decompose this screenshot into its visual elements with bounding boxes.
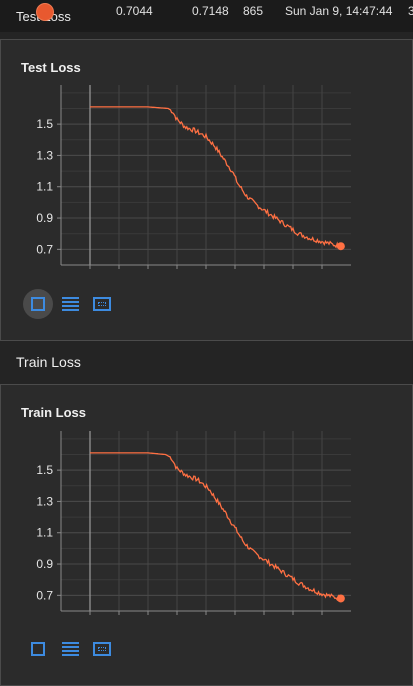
train-loss-chart[interactable]: 0 100 200 300 400 500 600 700 800 0.7 0.9 1.1 1.3 1.5 <box>21 429 361 619</box>
tooltip-series-color-dot <box>36 3 54 21</box>
fullscreen-icon <box>31 297 45 311</box>
x-tick-label: 0 <box>87 618 94 619</box>
series-line <box>90 452 342 602</box>
y-tick-label: 1.5 <box>36 463 53 477</box>
toggle-log-scale-button[interactable] <box>55 634 85 664</box>
fit-domain-icon <box>93 297 111 311</box>
y-tick-label: 1.3 <box>36 148 53 162</box>
x-tick-label: 200 <box>138 618 158 619</box>
y-tick-label: 1.5 <box>36 117 53 131</box>
chart-title: Train Loss <box>21 405 87 420</box>
x-tick-label: 800 <box>312 272 332 273</box>
fit-domain-button[interactable] <box>87 634 117 664</box>
tooltip-value: 0.7148 <box>192 4 229 18</box>
train-loss-plot[interactable]: 0 100 200 300 400 500 600 700 800 0.7 0.9 1.1 1.3 1.5 <box>21 429 361 619</box>
fullscreen-icon <box>31 642 45 656</box>
y-tick-label: 1.3 <box>36 494 53 508</box>
x-tick-label: 100 <box>109 618 129 619</box>
tooltip-relative: 3 <box>408 4 413 18</box>
chart-toolbar <box>23 634 123 664</box>
series-end-point[interactable] <box>336 594 345 603</box>
x-tick-label: 500 <box>225 272 245 273</box>
x-tick-label: 0 <box>87 272 94 273</box>
x-tick-label: 300 <box>167 618 187 619</box>
series-line <box>90 106 342 249</box>
y-tick-label: 0.7 <box>36 242 53 256</box>
x-tick-label: 400 <box>196 272 216 273</box>
section-label-train-loss: Train Loss <box>16 354 81 370</box>
x-tick-label: 600 <box>254 618 274 619</box>
x-tick-label: 100 <box>109 272 129 273</box>
fullscreen-button[interactable] <box>23 634 53 664</box>
train-loss-card: Train Loss 01002003004005006007008000.70… <box>0 384 413 686</box>
y-tick-label: 0.9 <box>36 557 53 571</box>
test-loss-card: Test Loss 0 100 200 300 400 500 600 700 800 0.7 0.… <box>0 39 413 341</box>
x-tick-label: 200 <box>138 272 158 273</box>
y-tick-label: 1.1 <box>36 526 53 540</box>
tooltip-step: 865 <box>243 4 264 18</box>
y-tick-label: 0.7 <box>36 588 53 602</box>
y-tick-label: 1.1 <box>36 180 53 194</box>
fit-domain-icon <box>93 642 111 656</box>
y-tick-label: 0.9 <box>36 211 53 225</box>
test-loss-plot[interactable]: 0 100 200 300 400 500 600 700 800 0.7 0.9 1.1 1.3 1.5 <box>21 83 361 273</box>
x-tick-label: 600 <box>254 272 274 273</box>
toggle-log-scale-button[interactable] <box>55 289 85 319</box>
x-tick-label: 300 <box>167 272 187 273</box>
lines-icon <box>61 297 79 311</box>
x-tick-label: 400 <box>196 618 216 619</box>
lines-icon <box>61 642 79 656</box>
tooltip-bar: Test Loss 0.7044 0.7148 865 Sun Jan 9, 1… <box>0 0 413 32</box>
x-tick-label: 800 <box>312 618 332 619</box>
series-end-point[interactable] <box>336 242 345 251</box>
chart-title: Test Loss <box>21 60 81 75</box>
fit-domain-button[interactable] <box>87 289 117 319</box>
test-loss-chart[interactable]: 0 100 200 300 400 500 600 700 800 0.7 0.9 1.1 1.3 1.5 <box>21 83 361 273</box>
x-tick-label: 700 <box>283 272 303 273</box>
chart-toolbar <box>23 289 123 319</box>
tooltip-time: Sun Jan 9, 14:47:44 <box>285 4 393 18</box>
x-tick-label: 500 <box>225 618 245 619</box>
x-tick-label: 700 <box>283 618 303 619</box>
fullscreen-button[interactable] <box>23 289 53 319</box>
tooltip-smoothed: 0.7044 <box>116 4 153 18</box>
